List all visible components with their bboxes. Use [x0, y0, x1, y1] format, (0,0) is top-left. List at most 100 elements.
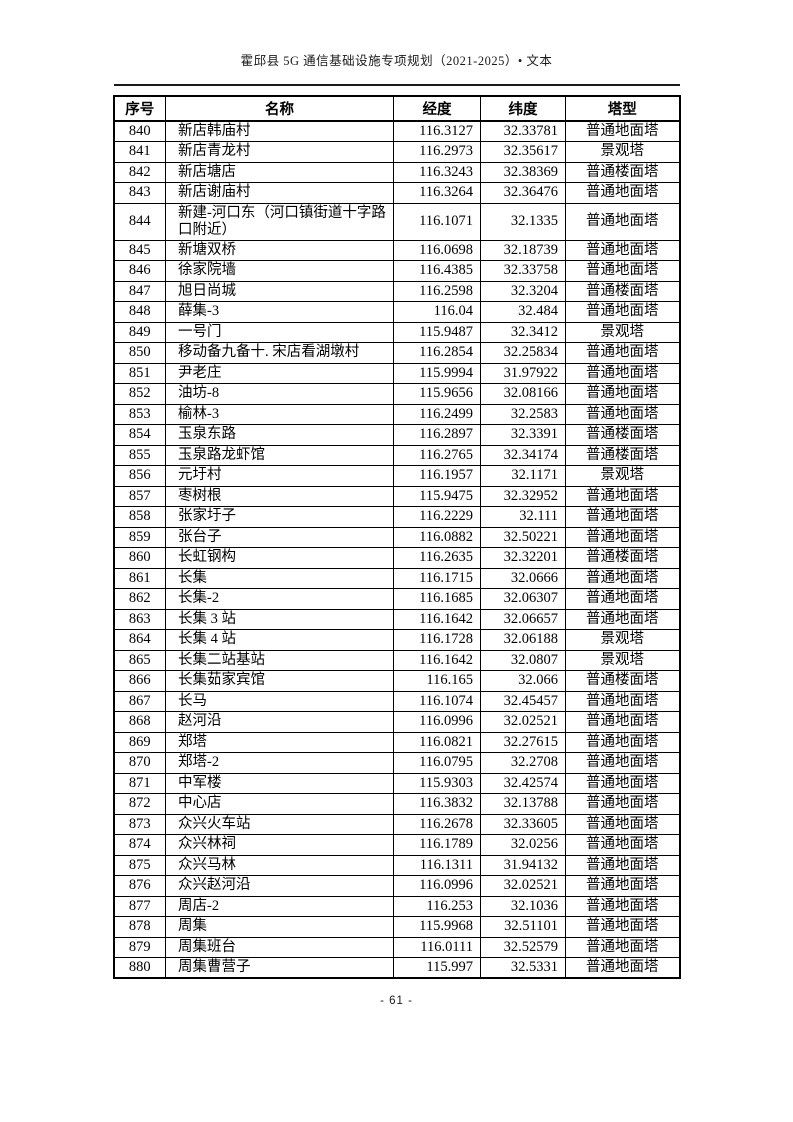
row-index: 861: [113, 567, 166, 589]
longitude: 116.165: [393, 670, 481, 692]
longitude: 116.0821: [393, 731, 481, 753]
table-row: 877 周店-2 116.253 32.1036 普通地面塔: [113, 895, 680, 917]
table-row: 870 郑塔-2 116.0795 32.2708 普通地面塔: [113, 752, 680, 774]
site-name: 油坊-8: [165, 383, 394, 405]
row-index: 863: [113, 608, 166, 630]
row-index: 868: [113, 711, 166, 733]
tower-type: 景观塔: [565, 141, 680, 163]
tower-type: 普通地面塔: [565, 182, 680, 204]
site-name: 玉泉东路: [165, 424, 394, 446]
longitude: 116.3832: [393, 793, 481, 815]
tower-type: 普通地面塔: [565, 403, 680, 425]
latitude: 32.33781: [480, 120, 566, 142]
tower-type: 景观塔: [565, 321, 680, 343]
tower-type: 普通地面塔: [565, 588, 680, 610]
longitude: 116.2854: [393, 342, 481, 364]
tower-type: 普通地面塔: [565, 239, 680, 261]
site-name: 郑塔: [165, 731, 394, 753]
longitude: 115.9487: [393, 321, 481, 343]
header-divider: [113, 84, 680, 86]
table-row: 875 众兴马林 116.1311 31.94132 普通地面塔: [113, 854, 680, 876]
latitude: 32.066: [480, 670, 566, 692]
site-name: 众兴马林: [165, 854, 394, 876]
site-name: 长集 4 站: [165, 629, 394, 651]
tower-type: 普通地面塔: [565, 834, 680, 856]
tower-type: 普通地面塔: [565, 506, 680, 528]
tower-site-table: 序号 名称 经度 纬度 塔型 840 新店韩庙村 116.3127 32.33781 普…: [112, 95, 681, 979]
row-index: 856: [113, 465, 166, 487]
latitude: 32.2708: [480, 752, 566, 774]
tower-type: 普通地面塔: [565, 260, 680, 282]
row-index: 876: [113, 875, 166, 897]
row-index: 854: [113, 424, 166, 446]
table-row: 864 长集 4 站 116.1728 32.06188 景观塔: [113, 629, 680, 651]
latitude: 32.38369: [480, 161, 566, 183]
table-row: 869 郑塔 116.0821 32.27615 普通地面塔: [113, 731, 680, 753]
table-row: 871 中军楼 115.9303 32.42574 普通地面塔: [113, 772, 680, 794]
tower-type: 普通地面塔: [565, 526, 680, 548]
row-index: 872: [113, 793, 166, 815]
row-index: 864: [113, 629, 166, 651]
latitude: 32.51101: [480, 916, 566, 938]
column-header-tower-type: 塔型: [565, 95, 680, 122]
site-name: 薛集-3: [165, 301, 394, 323]
row-index: 848: [113, 301, 166, 323]
latitude: 32.0807: [480, 649, 566, 671]
column-header-longitude: 经度: [393, 95, 481, 122]
table-row: 849 一号门 115.9487 32.3412 景观塔: [113, 321, 680, 343]
longitude: 116.1642: [393, 608, 481, 630]
tower-type: 普通地面塔: [565, 567, 680, 589]
longitude: 116.1715: [393, 567, 481, 589]
latitude: 32.27615: [480, 731, 566, 753]
tower-type: 普通楼面塔: [565, 424, 680, 446]
table-row: 880 周集曹营子 115.997 32.5331 普通地面塔: [113, 957, 680, 979]
table-row: 868 赵河沿 116.0996 32.02521 普通地面塔: [113, 711, 680, 733]
longitude: 116.0795: [393, 752, 481, 774]
tower-type: 普通楼面塔: [565, 547, 680, 569]
tower-type: 普通地面塔: [565, 916, 680, 938]
longitude: 116.2678: [393, 813, 481, 835]
table-row: 874 众兴林祠 116.1789 32.0256 普通地面塔: [113, 834, 680, 856]
tower-table-body: 840 新店韩庙村 116.3127 32.33781 普通地面塔 841 新店青龙村 116…: [113, 120, 680, 979]
latitude: 32.25834: [480, 342, 566, 364]
site-name: 周集班台: [165, 936, 394, 958]
site-name: 张家圩子: [165, 506, 394, 528]
latitude: 32.35617: [480, 141, 566, 163]
longitude: 116.04: [393, 301, 481, 323]
latitude: 32.111: [480, 506, 566, 528]
latitude: 32.33758: [480, 260, 566, 282]
latitude: 32.42574: [480, 772, 566, 794]
latitude: 32.0256: [480, 834, 566, 856]
site-name: 尹老庄: [165, 362, 394, 384]
row-index: 840: [113, 120, 166, 142]
row-index: 858: [113, 506, 166, 528]
latitude: 32.5331: [480, 957, 566, 979]
table-row: 878 周集 115.9968 32.51101 普通地面塔: [113, 916, 680, 938]
site-name: 周店-2: [165, 895, 394, 917]
row-index: 877: [113, 895, 166, 917]
tower-type: 普通楼面塔: [565, 280, 680, 302]
latitude: 31.94132: [480, 854, 566, 876]
table-row: 872 中心店 116.3832 32.13788 普通地面塔: [113, 793, 680, 815]
site-name: 玉泉路龙虾馆: [165, 444, 394, 466]
longitude: 116.2229: [393, 506, 481, 528]
longitude: 116.1685: [393, 588, 481, 610]
latitude: 32.36476: [480, 182, 566, 204]
latitude: 32.02521: [480, 875, 566, 897]
latitude: 32.34174: [480, 444, 566, 466]
row-index: 878: [113, 916, 166, 938]
longitude: 116.1728: [393, 629, 481, 651]
site-name: 长集 3 站: [165, 608, 394, 630]
row-index: 842: [113, 161, 166, 183]
row-index: 862: [113, 588, 166, 610]
longitude: 116.2973: [393, 141, 481, 163]
site-name: 赵河沿: [165, 711, 394, 733]
table-row: 865 长集二站基站 116.1642 32.0807 景观塔: [113, 649, 680, 671]
latitude: 32.3391: [480, 424, 566, 446]
site-name: 长集-2: [165, 588, 394, 610]
latitude: 32.32952: [480, 485, 566, 507]
tower-type: 普通地面塔: [565, 690, 680, 712]
table-row: 841 新店青龙村 116.2973 32.35617 景观塔: [113, 141, 680, 163]
tower-type: 普通地面塔: [565, 301, 680, 323]
row-index: 867: [113, 690, 166, 712]
